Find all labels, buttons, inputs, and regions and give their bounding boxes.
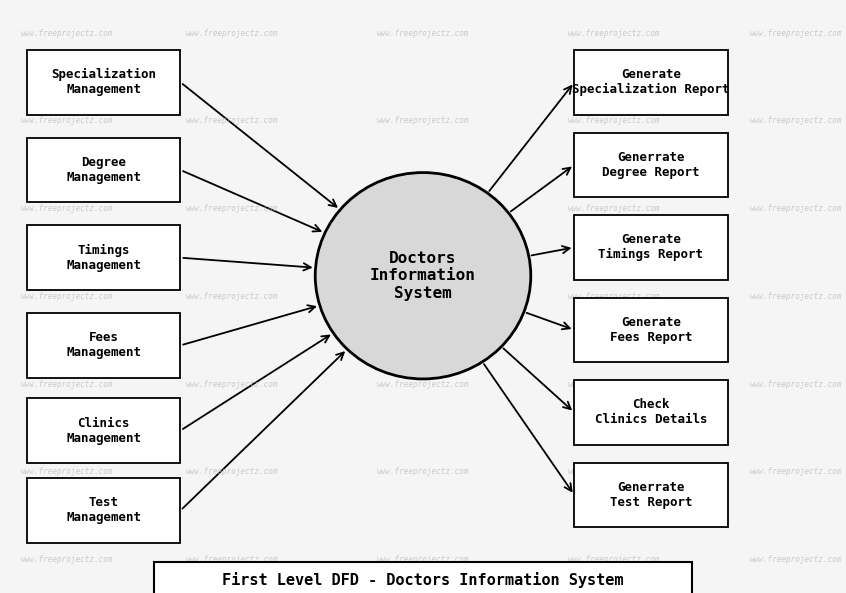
Text: Specialization
Management: Specialization Management — [52, 68, 157, 96]
FancyBboxPatch shape — [574, 133, 728, 197]
Text: www.freeprojectz.com: www.freeprojectz.com — [568, 380, 660, 388]
Text: www.freeprojectz.com: www.freeprojectz.com — [376, 292, 470, 301]
Text: Fees
Management: Fees Management — [66, 331, 141, 359]
Text: www.freeprojectz.com: www.freeprojectz.com — [20, 467, 113, 476]
Text: www.freeprojectz.com: www.freeprojectz.com — [186, 204, 278, 213]
Text: Generate
Timings Report: Generate Timings Report — [598, 233, 704, 262]
FancyBboxPatch shape — [27, 313, 180, 378]
Text: Generate
Specialization Report: Generate Specialization Report — [572, 68, 730, 96]
FancyBboxPatch shape — [153, 562, 692, 593]
Text: Generrate
Degree Report: Generrate Degree Report — [602, 151, 700, 179]
Text: www.freeprojectz.com: www.freeprojectz.com — [376, 380, 470, 388]
FancyBboxPatch shape — [574, 298, 728, 362]
FancyBboxPatch shape — [27, 138, 180, 202]
Text: www.freeprojectz.com: www.freeprojectz.com — [20, 29, 113, 38]
FancyBboxPatch shape — [574, 463, 728, 527]
Text: www.freeprojectz.com: www.freeprojectz.com — [568, 555, 660, 564]
Text: www.freeprojectz.com: www.freeprojectz.com — [20, 380, 113, 388]
Text: www.freeprojectz.com: www.freeprojectz.com — [750, 467, 843, 476]
Text: Generate
Fees Report: Generate Fees Report — [610, 316, 692, 344]
Text: www.freeprojectz.com: www.freeprojectz.com — [750, 29, 843, 38]
Text: Check
Clinics Details: Check Clinics Details — [595, 398, 707, 426]
Text: www.freeprojectz.com: www.freeprojectz.com — [750, 116, 843, 126]
FancyBboxPatch shape — [574, 380, 728, 445]
Text: www.freeprojectz.com: www.freeprojectz.com — [568, 116, 660, 126]
Text: Degree
Management: Degree Management — [66, 156, 141, 184]
Text: www.freeprojectz.com: www.freeprojectz.com — [376, 555, 470, 564]
Text: Doctors
Information
System: Doctors Information System — [370, 251, 476, 301]
Text: www.freeprojectz.com: www.freeprojectz.com — [20, 116, 113, 126]
Text: Test
Management: Test Management — [66, 496, 141, 524]
FancyBboxPatch shape — [574, 50, 728, 114]
Text: www.freeprojectz.com: www.freeprojectz.com — [20, 555, 113, 564]
Text: www.freeprojectz.com: www.freeprojectz.com — [186, 292, 278, 301]
Text: www.freeprojectz.com: www.freeprojectz.com — [750, 292, 843, 301]
FancyBboxPatch shape — [27, 398, 180, 463]
FancyBboxPatch shape — [574, 215, 728, 280]
Text: www.freeprojectz.com: www.freeprojectz.com — [186, 29, 278, 38]
Text: www.freeprojectz.com: www.freeprojectz.com — [568, 204, 660, 213]
FancyBboxPatch shape — [27, 50, 180, 114]
Text: www.freeprojectz.com: www.freeprojectz.com — [20, 292, 113, 301]
FancyBboxPatch shape — [27, 225, 180, 290]
Text: www.freeprojectz.com: www.freeprojectz.com — [186, 380, 278, 388]
Text: www.freeprojectz.com: www.freeprojectz.com — [568, 29, 660, 38]
Text: Generrate
Test Report: Generrate Test Report — [610, 481, 692, 509]
Text: www.freeprojectz.com: www.freeprojectz.com — [750, 555, 843, 564]
FancyBboxPatch shape — [27, 478, 180, 543]
Text: www.freeprojectz.com: www.freeprojectz.com — [376, 29, 470, 38]
Text: www.freeprojectz.com: www.freeprojectz.com — [568, 292, 660, 301]
Text: www.freeprojectz.com: www.freeprojectz.com — [186, 467, 278, 476]
Text: www.freeprojectz.com: www.freeprojectz.com — [568, 467, 660, 476]
Text: www.freeprojectz.com: www.freeprojectz.com — [376, 467, 470, 476]
Text: www.freeprojectz.com: www.freeprojectz.com — [376, 116, 470, 126]
Text: www.freeprojectz.com: www.freeprojectz.com — [750, 380, 843, 388]
Text: www.freeprojectz.com: www.freeprojectz.com — [376, 204, 470, 213]
Ellipse shape — [316, 173, 530, 379]
Text: Clinics
Management: Clinics Management — [66, 416, 141, 445]
Text: www.freeprojectz.com: www.freeprojectz.com — [20, 204, 113, 213]
Text: www.freeprojectz.com: www.freeprojectz.com — [750, 204, 843, 213]
Text: www.freeprojectz.com: www.freeprojectz.com — [186, 116, 278, 126]
Text: www.freeprojectz.com: www.freeprojectz.com — [186, 555, 278, 564]
Text: First Level DFD - Doctors Information System: First Level DFD - Doctors Information Sy… — [222, 572, 624, 588]
Text: Timings
Management: Timings Management — [66, 244, 141, 272]
